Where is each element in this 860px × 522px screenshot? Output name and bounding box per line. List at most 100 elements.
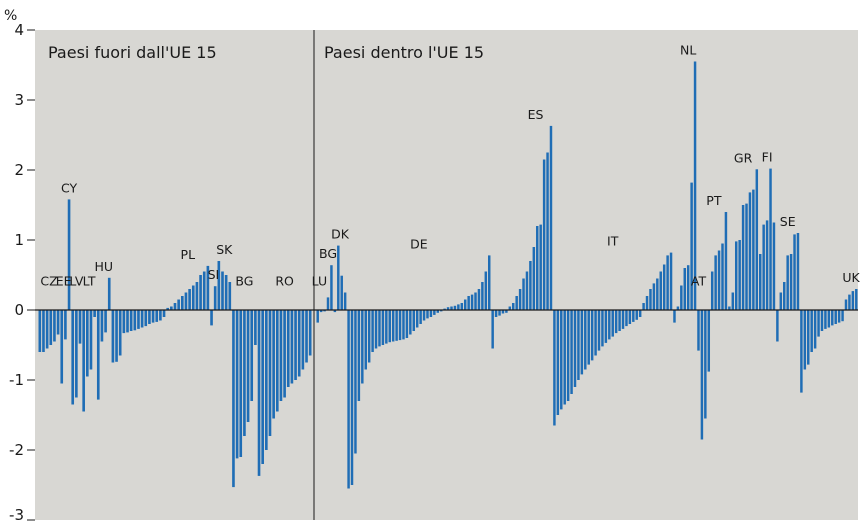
- y-axis: 4 3 2 1 0 -1 -2 -3: [9, 21, 35, 522]
- bar: [367, 310, 371, 363]
- bar: [505, 310, 508, 313]
- bar: [844, 299, 848, 310]
- country-label-it: IT: [607, 234, 619, 249]
- bar: [422, 310, 426, 321]
- bar: [53, 310, 56, 342]
- bar: [100, 310, 104, 342]
- bar: [573, 310, 577, 387]
- bar: [512, 303, 515, 310]
- bar: [590, 310, 594, 361]
- bar: [532, 247, 536, 310]
- bar: [374, 310, 378, 349]
- country-label-se: SE: [780, 214, 796, 229]
- bar: [294, 310, 297, 380]
- bar: [148, 310, 151, 324]
- bar: [714, 255, 717, 310]
- country-label-de: DE: [410, 236, 428, 251]
- plot-background: [35, 30, 858, 520]
- bar: [67, 199, 71, 310]
- bar: [268, 310, 272, 436]
- bar: [611, 310, 614, 337]
- bar: [202, 271, 206, 310]
- bar: [118, 310, 122, 356]
- bar: [800, 310, 803, 393]
- bar: [724, 212, 728, 310]
- bar: [305, 310, 308, 363]
- bar: [851, 291, 855, 310]
- bar: [488, 255, 491, 310]
- bar: [364, 310, 367, 370]
- y-tick-label: -3: [9, 506, 24, 522]
- bar: [824, 310, 827, 329]
- bar: [635, 310, 638, 320]
- bar: [246, 310, 250, 422]
- bar: [783, 282, 786, 310]
- bar: [769, 168, 772, 310]
- bar: [433, 310, 436, 315]
- bar: [539, 224, 542, 310]
- country-label-cy: CY: [61, 180, 78, 195]
- bar: [642, 303, 645, 310]
- bar: [173, 303, 177, 310]
- bar: [813, 310, 817, 349]
- bar: [525, 271, 529, 310]
- bar: [71, 310, 75, 405]
- bar: [474, 292, 477, 310]
- bar: [429, 310, 433, 317]
- bar: [563, 310, 566, 405]
- bar: [250, 310, 254, 401]
- bar: [217, 261, 221, 310]
- bar: [159, 310, 162, 321]
- bar: [518, 289, 522, 310]
- bar: [151, 310, 155, 323]
- bar: [669, 252, 673, 310]
- country-label-hu: HU: [95, 259, 114, 274]
- bar: [789, 254, 793, 310]
- bar: [659, 271, 662, 310]
- bar: [522, 278, 525, 310]
- bar: [388, 310, 391, 343]
- bar: [666, 255, 669, 310]
- country-label-ro: RO: [275, 274, 294, 289]
- bar: [206, 265, 210, 310]
- bar: [228, 282, 232, 310]
- bar: [645, 296, 649, 310]
- bar: [621, 310, 625, 329]
- bar: [254, 310, 257, 345]
- bar: [316, 310, 319, 323]
- bar: [560, 310, 563, 410]
- panel-title-inside-eu15: Paesi dentro l'UE 15: [324, 43, 484, 62]
- bar: [391, 310, 395, 342]
- bar: [817, 310, 820, 337]
- bar: [796, 233, 800, 310]
- bar: [470, 294, 474, 310]
- bar: [741, 205, 745, 310]
- bar: [697, 310, 700, 351]
- y-tick-label: -1: [9, 371, 24, 389]
- bar: [319, 310, 323, 313]
- bar: [638, 310, 642, 317]
- bar: [618, 310, 621, 331]
- bar: [443, 308, 446, 310]
- bar: [224, 275, 228, 310]
- bar: [111, 310, 115, 363]
- bar: [261, 310, 264, 464]
- bar: [807, 310, 810, 365]
- bar: [700, 310, 704, 440]
- country-label-ee: EE: [56, 274, 72, 289]
- bar: [580, 310, 584, 375]
- bar: [710, 271, 714, 310]
- bar: [75, 310, 78, 398]
- bar: [89, 310, 93, 370]
- bar: [556, 310, 560, 415]
- bar: [683, 268, 686, 310]
- country-label-si: SI: [208, 267, 220, 282]
- bar: [170, 306, 173, 310]
- bar: [144, 310, 148, 327]
- bar: [115, 310, 118, 362]
- bar: [96, 310, 100, 400]
- bar: [162, 310, 166, 317]
- bar: [210, 310, 213, 326]
